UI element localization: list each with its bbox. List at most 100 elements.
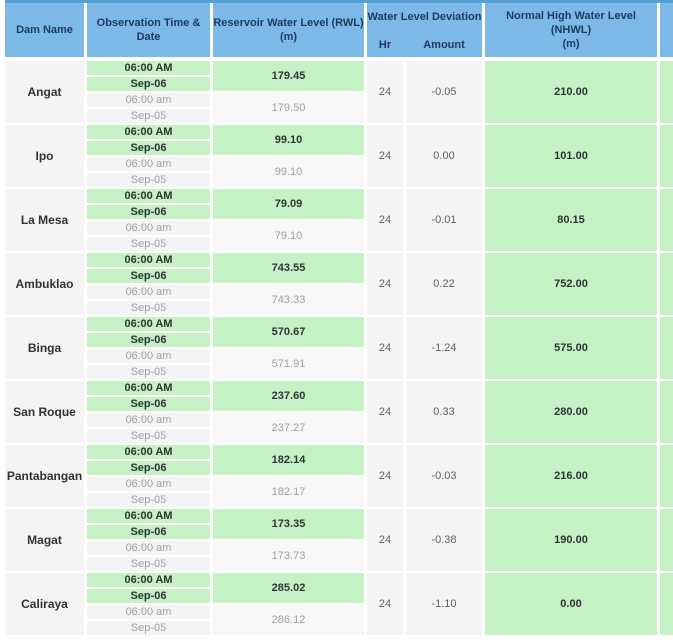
- dam-name-cell: Binga: [5, 317, 84, 379]
- nhwl-value: 210.00: [485, 61, 657, 123]
- obs-date-current: Sep-06: [87, 269, 210, 283]
- nhwl-value: 216.00: [485, 445, 657, 507]
- obs-date-current: Sep-06: [87, 397, 210, 411]
- deviation-subheaders: Hr Amount: [367, 38, 482, 52]
- deviation-amount-value: -1.24: [406, 317, 482, 379]
- dam-name-cell: Angat: [5, 61, 84, 123]
- col-header-cutoff: [660, 3, 673, 57]
- obs-time-previous: 06:00 am: [87, 349, 210, 363]
- cutoff-column-cell: [660, 61, 673, 123]
- deviation-hr-value: 24: [367, 125, 403, 187]
- deviation-hr-value: 24: [367, 317, 403, 379]
- obs-date-current: Sep-06: [87, 205, 210, 219]
- dam-row-group: Binga 06:00 AM Sep-06 06:00 am Sep-05 57…: [5, 317, 673, 379]
- obs-date-current: Sep-06: [87, 589, 210, 603]
- dam-name-cell: Caliraya: [5, 573, 84, 635]
- obs-time-previous: 06:00 am: [87, 605, 210, 619]
- col-header-nhwl-unit: (m): [562, 38, 580, 51]
- dam-row-group: San Roque 06:00 AM Sep-06 06:00 am Sep-0…: [5, 381, 673, 443]
- nhwl-value: 280.00: [485, 381, 657, 443]
- obs-time-previous: 06:00 am: [87, 93, 210, 107]
- dam-name-cell: Magat: [5, 509, 84, 571]
- deviation-hr-value: 24: [367, 573, 403, 635]
- obs-date-previous: Sep-05: [87, 365, 210, 379]
- rwl-previous-value: 571.91: [213, 349, 364, 379]
- col-header-rwl: Reservoir Water Level (RWL) (m): [213, 3, 364, 57]
- col-header-amount: Amount: [423, 38, 465, 51]
- rwl-current-value: 179.45: [213, 61, 364, 91]
- rwl-previous-value: 743.33: [213, 285, 364, 315]
- obs-time-previous: 06:00 am: [87, 477, 210, 491]
- obs-time-previous: 06:00 am: [87, 285, 210, 299]
- cutoff-column-cell: [660, 573, 673, 635]
- col-header-nhwl: Normal High Water Level (NHWL) (m): [485, 3, 657, 57]
- obs-time-current: 06:00 AM: [87, 125, 210, 139]
- cutoff-column-cell: [660, 125, 673, 187]
- col-header-rwl-label: Reservoir Water Level (RWL): [213, 16, 364, 29]
- deviation-hr-value: 24: [367, 61, 403, 123]
- deviation-amount-value: -0.05: [406, 61, 482, 123]
- obs-time-previous: 06:00 am: [87, 541, 210, 555]
- obs-time-current: 06:00 AM: [87, 509, 210, 523]
- obs-date-previous: Sep-05: [87, 493, 210, 507]
- obs-date-current: Sep-06: [87, 525, 210, 539]
- obs-time-previous: 06:00 am: [87, 157, 210, 171]
- cutoff-column-cell: [660, 509, 673, 571]
- dam-row-group: Ipo 06:00 AM Sep-06 06:00 am Sep-05 99.1…: [5, 125, 673, 187]
- dam-row-group: Magat 06:00 AM Sep-06 06:00 am Sep-05 17…: [5, 509, 673, 571]
- obs-time-current: 06:00 AM: [87, 253, 210, 267]
- rwl-previous-value: 286.12: [213, 605, 364, 635]
- col-header-hr: Hr: [378, 38, 392, 51]
- deviation-hr-value: 24: [367, 509, 403, 571]
- obs-date-previous: Sep-05: [87, 109, 210, 123]
- col-header-deviation: Water Level Deviation Hr Amount: [367, 3, 482, 57]
- deviation-hr-value: 24: [367, 381, 403, 443]
- obs-time-current: 06:00 AM: [87, 573, 210, 587]
- dam-row-group: Ambuklao 06:00 AM Sep-06 06:00 am Sep-05…: [5, 253, 673, 315]
- rwl-previous-value: 173.73: [213, 541, 364, 571]
- nhwl-value: 0.00: [485, 573, 657, 635]
- col-header-deviation-label: Water Level Deviation: [367, 11, 482, 23]
- dam-name-cell: La Mesa: [5, 189, 84, 251]
- deviation-amount-value: -0.38: [406, 509, 482, 571]
- rwl-current-value: 173.35: [213, 509, 364, 539]
- rwl-current-value: 743.55: [213, 253, 364, 283]
- obs-time-current: 06:00 AM: [87, 189, 210, 203]
- nhwl-value: 101.00: [485, 125, 657, 187]
- obs-time-current: 06:00 AM: [87, 445, 210, 459]
- rwl-current-value: 285.02: [213, 573, 364, 603]
- rwl-previous-value: 237.27: [213, 413, 364, 443]
- obs-date-previous: Sep-05: [87, 173, 210, 187]
- dam-name-cell: San Roque: [5, 381, 84, 443]
- cutoff-column-cell: [660, 253, 673, 315]
- deviation-amount-value: -1.10: [406, 573, 482, 635]
- table-body: Angat 06:00 AM Sep-06 06:00 am Sep-05 17…: [5, 61, 673, 635]
- col-header-rwl-unit: (m): [279, 31, 298, 43]
- col-header-nhwl-label: Normal High Water Level (NHWL): [506, 9, 636, 36]
- obs-date-previous: Sep-05: [87, 237, 210, 251]
- rwl-previous-value: 179.50: [213, 93, 364, 123]
- rwl-current-value: 237.60: [213, 381, 364, 411]
- rwl-current-value: 570.67: [213, 317, 364, 347]
- dam-row-group: Pantabangan 06:00 AM Sep-06 06:00 am Sep…: [5, 445, 673, 507]
- deviation-hr-value: 24: [367, 253, 403, 315]
- obs-time-previous: 06:00 am: [87, 221, 210, 235]
- cutoff-column-cell: [660, 445, 673, 507]
- obs-time-current: 06:00 AM: [87, 381, 210, 395]
- deviation-amount-value: 0.00: [406, 125, 482, 187]
- table-header: Dam Name Observation Time & Date Reservo…: [5, 0, 673, 57]
- dam-row-group: La Mesa 06:00 AM Sep-06 06:00 am Sep-05 …: [5, 189, 673, 251]
- col-header-dam-name: Dam Name: [5, 3, 84, 57]
- obs-date-current: Sep-06: [87, 141, 210, 155]
- nhwl-value: 752.00: [485, 253, 657, 315]
- rwl-previous-value: 99.10: [213, 157, 364, 187]
- obs-time-current: 06:00 AM: [87, 317, 210, 331]
- rwl-previous-value: 79.10: [213, 221, 364, 251]
- obs-date-previous: Sep-05: [87, 557, 210, 571]
- deviation-amount-value: 0.22: [406, 253, 482, 315]
- deviation-hr-value: 24: [367, 445, 403, 507]
- rwl-current-value: 99.10: [213, 125, 364, 155]
- cutoff-column-cell: [660, 381, 673, 443]
- obs-date-current: Sep-06: [87, 461, 210, 475]
- deviation-amount-value: -0.01: [406, 189, 482, 251]
